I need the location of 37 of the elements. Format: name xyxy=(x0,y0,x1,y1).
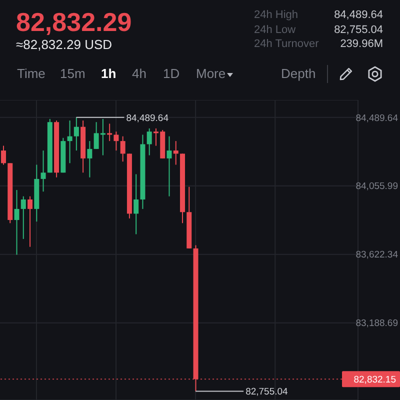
chart-title: 82,832.29 xyxy=(16,7,132,37)
candlestick xyxy=(134,174,139,235)
annotation: 82,755.04 xyxy=(246,386,288,398)
candlestick xyxy=(114,131,119,152)
text: 24h High xyxy=(254,8,298,22)
text: 1D xyxy=(163,66,180,82)
y-tick-label: 83,622.34 xyxy=(356,250,398,261)
candlestick xyxy=(1,145,6,166)
text: More xyxy=(196,66,226,82)
text: Depth xyxy=(281,66,316,82)
candlestick xyxy=(146,128,152,156)
candlestick xyxy=(120,136,126,162)
candlestick xyxy=(28,196,33,248)
candlestick xyxy=(87,140,92,178)
annotation: 84,489.64 xyxy=(126,112,169,124)
text: 4h xyxy=(132,66,146,82)
candlestick xyxy=(166,136,172,197)
text: 15m xyxy=(60,66,86,82)
candlestick xyxy=(67,120,72,164)
text: 24h Low xyxy=(254,23,296,37)
candlestick xyxy=(107,123,112,142)
text: 239.96M xyxy=(340,37,383,51)
ref-line-label: 82,832.15 xyxy=(354,374,396,386)
text: 1h xyxy=(101,66,116,82)
text: Time xyxy=(17,66,46,82)
candlestick xyxy=(14,190,20,256)
chart-subtitle: ≈82,832.29 USD xyxy=(16,37,112,53)
y-tick-label: 84,489.64 xyxy=(356,112,398,124)
text: 24h Turnover xyxy=(254,37,319,51)
text: 84,489.64 xyxy=(334,8,383,22)
y-tick-label: 84,055.99 xyxy=(356,181,398,192)
candlestick xyxy=(20,196,26,240)
text: 82,755.04 xyxy=(334,23,383,37)
candlestick xyxy=(40,150,46,192)
candlestick xyxy=(173,140,178,166)
candlestick xyxy=(74,116,79,152)
y-tick-label: 83,188.69 xyxy=(356,318,398,330)
